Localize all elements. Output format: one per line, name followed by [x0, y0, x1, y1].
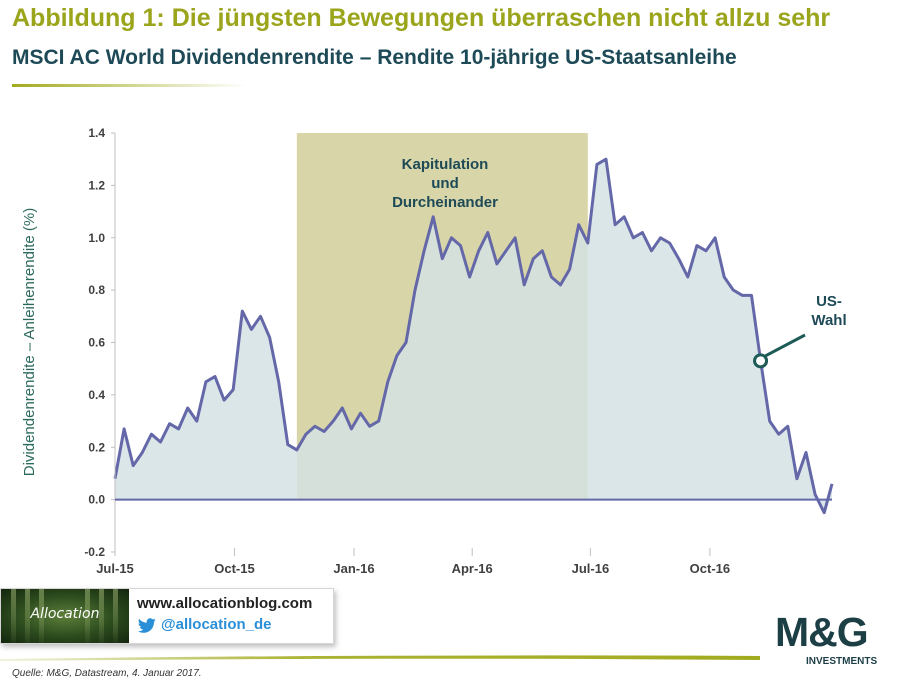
chart-title: Abbildung 1: Die jüngsten Bewegungen übe… [12, 4, 831, 32]
chart-subtitle: MSCI AC World Dividendenrendite – Rendit… [12, 46, 737, 69]
mg-logo: M&G [775, 609, 869, 655]
y-tick-label: 1.4 [88, 126, 105, 140]
allocation-logo-text: Allocation [30, 606, 100, 622]
shaded-region-label: Kapitulation [402, 156, 489, 173]
annotation-marker [753, 353, 769, 369]
x-tick-label: Jul-15 [96, 561, 134, 576]
chart-area: -0.2 0.0 0.2 0.4 0.6 0.8 1.0 1.2 1.4 Jul-15 Oct-15… [21, 126, 847, 576]
annotation-label: Wahl [811, 312, 846, 329]
blog-url-link[interactable]: www.allocationblog.com [137, 595, 313, 612]
title-underline [12, 84, 247, 87]
y-tick-label: 1.2 [88, 178, 105, 192]
allocation-logo[interactable]: Allocation [1, 589, 129, 643]
annotation-label: US- [816, 293, 842, 310]
y-tick-label: 0.6 [88, 336, 105, 350]
mg-logo-subtitle: INVESTMENTS [806, 656, 878, 667]
y-axis-label: Dividendenrendite – Anleihenrendite (%) [21, 208, 38, 477]
brand-box: Allocation www.allocationblog.com @alloc… [0, 588, 334, 644]
y-tick-label: 0.4 [88, 388, 105, 402]
y-tick-label: 0.0 [88, 493, 105, 507]
x-tick-label: Apr-16 [452, 561, 493, 576]
y-tick-label: 0.2 [88, 440, 105, 454]
y-tick-label: 0.8 [88, 283, 105, 297]
twitter-handle-link[interactable]: @allocation_de [161, 616, 272, 633]
shaded-region-label: Durcheinander [392, 194, 498, 211]
shaded-region-label: und [431, 175, 459, 192]
series-area [115, 159, 832, 513]
series-line [113, 157, 834, 515]
twitter-icon[interactable] [137, 618, 157, 634]
x-tick-label: Oct-15 [214, 561, 254, 576]
y-tick-label: 1.0 [88, 231, 105, 245]
x-tick-label: Jan-16 [333, 561, 374, 576]
y-tick-label: -0.2 [84, 545, 105, 559]
x-tick-label: Oct-16 [690, 561, 730, 576]
source-note: Quelle: M&G, Datastream, 4. Januar 2017. [12, 668, 202, 679]
annotation-leader [764, 333, 806, 358]
x-tick-label: Jul-16 [572, 561, 610, 576]
bottom-divider [0, 655, 760, 661]
